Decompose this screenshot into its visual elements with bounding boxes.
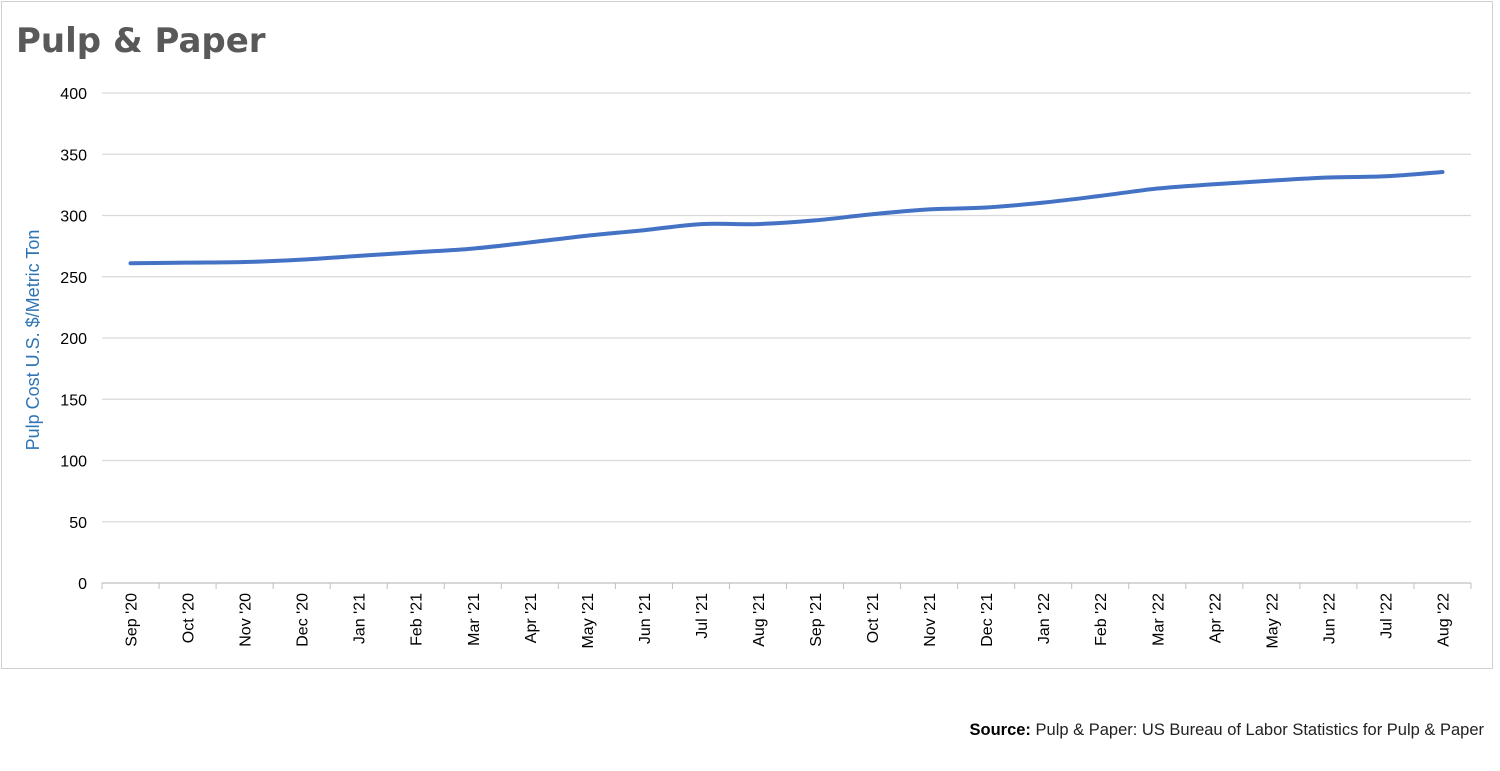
x-tick-label: May '22 xyxy=(1264,593,1281,649)
x-tick-label: Aug '22 xyxy=(1435,593,1452,647)
x-tick-label: Jul '22 xyxy=(1378,593,1395,639)
data-point xyxy=(1325,175,1331,181)
data-point xyxy=(755,221,761,227)
data-point xyxy=(584,233,590,239)
data-point xyxy=(926,206,932,212)
data-point xyxy=(128,260,134,266)
x-tick-labels: Sep '20 Oct '20 Nov '20 Dec '20 Jan '21 Feb '… xyxy=(124,593,1453,649)
data-point xyxy=(1211,181,1217,187)
source-text: Pulp & Paper: US Bureau of Labor Statist… xyxy=(1030,721,1485,739)
x-tick-label: Mar '22 xyxy=(1150,593,1167,646)
x-tick-label: Jun '22 xyxy=(1321,593,1338,644)
data-point xyxy=(1439,169,1445,175)
data-point xyxy=(356,253,362,259)
gridlines xyxy=(101,92,1472,589)
x-tick-label: Jan '21 xyxy=(352,593,369,644)
data-point xyxy=(812,217,818,223)
data-point xyxy=(869,211,875,217)
data-point xyxy=(698,221,704,227)
data-point xyxy=(1097,193,1103,199)
x-tick-label: Mar '21 xyxy=(466,593,483,646)
y-tick-label: 200 xyxy=(60,331,87,348)
data-point xyxy=(641,227,647,233)
y-tick-label: 300 xyxy=(60,209,87,226)
y-tick-label: 350 xyxy=(60,147,87,164)
data-point xyxy=(242,259,248,265)
x-tick-label: Apr '22 xyxy=(1207,593,1224,643)
chart-frame xyxy=(1,1,1493,669)
x-tick-label: Jun '21 xyxy=(637,593,654,644)
x-tick-label: Apr '21 xyxy=(523,593,540,643)
data-point xyxy=(527,239,533,245)
x-tick-label: May '21 xyxy=(580,593,597,649)
data-point xyxy=(983,205,989,211)
x-tick-label: Aug '21 xyxy=(751,593,768,647)
x-tick-label: Jul '21 xyxy=(694,593,711,639)
x-tick-label: Sep '21 xyxy=(808,593,825,647)
x-tick-label: Feb '22 xyxy=(1093,593,1110,646)
x-tick-label: Feb '21 xyxy=(409,593,426,646)
x-tick-label: Nov '21 xyxy=(922,593,939,647)
data-point xyxy=(299,257,305,263)
x-tick-label: Sep '20 xyxy=(124,593,141,647)
y-tick-label: 50 xyxy=(69,515,87,532)
chart-title: Pulp & Paper xyxy=(16,21,266,61)
y-tick-label: 150 xyxy=(60,392,87,409)
data-point xyxy=(1382,173,1388,179)
source-note: Source: Pulp & Paper: US Bureau of Labor… xyxy=(969,721,1484,740)
y-tick-label: 100 xyxy=(60,454,87,471)
source-label: Source: xyxy=(969,721,1031,739)
x-tick-label: Dec '20 xyxy=(295,593,312,647)
y-tick-label: 0 xyxy=(78,576,87,593)
x-tick-label: Nov '20 xyxy=(238,593,255,647)
y-tick-label: 400 xyxy=(60,86,87,103)
data-point xyxy=(1154,186,1160,192)
x-tick-label: Oct '21 xyxy=(865,593,882,643)
data-point xyxy=(185,260,191,266)
y-axis-label: Pulp Cost U.S. $/Metric Ton xyxy=(23,230,43,451)
y-tick-labels: 0 50 100 150 200 250 300 350 400 xyxy=(60,86,87,593)
x-tick-label: Dec '21 xyxy=(979,593,996,647)
data-point xyxy=(470,246,476,252)
x-tick-label: Oct '20 xyxy=(181,593,198,643)
series-layer xyxy=(128,169,1445,266)
x-tick-label: Jan '22 xyxy=(1036,593,1053,644)
y-tick-label: 250 xyxy=(60,270,87,287)
data-point xyxy=(1268,178,1274,184)
data-point xyxy=(1040,200,1046,206)
data-point xyxy=(413,249,419,255)
series-line xyxy=(128,170,1445,266)
